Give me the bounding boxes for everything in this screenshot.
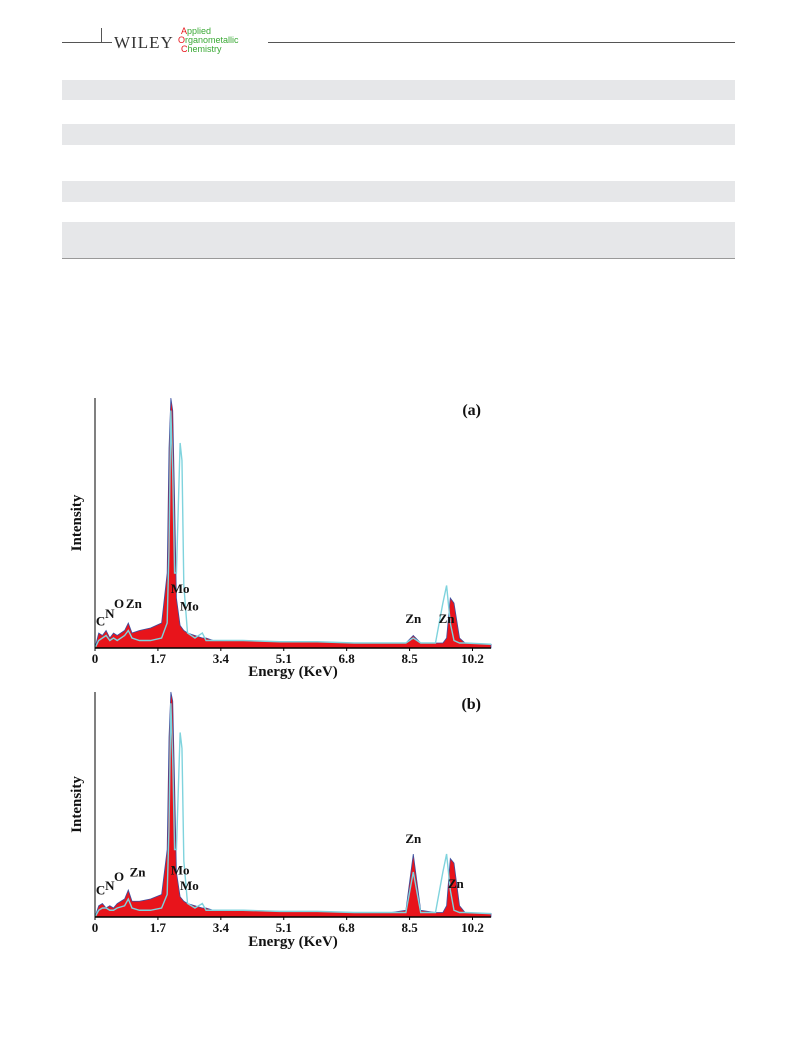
x-tick-label: 0	[92, 920, 99, 935]
peak-label: Mo	[180, 878, 199, 893]
x-tick-label: 10.2	[461, 920, 484, 935]
x-tick-label: 8.5	[401, 651, 418, 666]
x-tick-label: 1.7	[150, 651, 167, 666]
journal-name: Applied Organometallic Chemistry	[178, 26, 239, 54]
peak-label: Zn	[405, 831, 422, 846]
table-row	[62, 181, 735, 202]
x-tick-label: 5.1	[276, 651, 292, 666]
chart-title: (b)	[461, 696, 481, 713]
y-axis-label: Intensity	[69, 494, 85, 551]
table-rule	[62, 258, 735, 259]
peak-label: C	[96, 883, 105, 898]
peak-label: N	[105, 606, 115, 621]
x-tick-label: 6.8	[339, 651, 356, 666]
journal-word: Applied	[181, 26, 212, 36]
x-tick-label: 6.8	[339, 920, 356, 935]
x-tick-label: 3.4	[213, 920, 230, 935]
peak-label: Zn	[130, 865, 147, 880]
peak-label: O	[114, 869, 124, 884]
journal-word: Organometallic	[178, 35, 239, 45]
table-row	[62, 222, 735, 258]
publisher-logo: WILEY	[114, 33, 174, 52]
peak-label: Zn	[405, 611, 422, 626]
spectrum-line	[94, 410, 492, 649]
x-tick-label: 8.5	[401, 920, 418, 935]
x-tick-label: 3.4	[213, 651, 230, 666]
x-axis-label: Energy (KeV)	[248, 664, 338, 680]
chart-title: (a)	[462, 402, 481, 419]
peak-label: O	[114, 596, 124, 611]
header-rule	[62, 42, 112, 43]
chart: 0 1.7 3.4 5.1 6.8 8.5 10.2 Energy (KeV) Intensit…	[69, 691, 492, 950]
x-axis-label: Energy (KeV)	[248, 934, 338, 950]
peak-label: Zn	[448, 876, 465, 891]
peak-label: Zn	[439, 611, 456, 626]
y-axis-label: Intensity	[69, 776, 85, 833]
x-tick-label: 0	[92, 651, 99, 666]
header-rule	[268, 42, 735, 43]
table-row	[62, 80, 735, 100]
peak-label: Mo	[180, 599, 199, 614]
peak-label: C	[96, 614, 105, 629]
peak-label: Mo	[171, 862, 190, 877]
table-row	[62, 124, 735, 145]
x-tick-label: 1.7	[150, 920, 167, 935]
journal-word: Chemistry	[181, 44, 222, 54]
peak-label: Zn	[126, 596, 143, 611]
x-tick-label: 10.2	[461, 651, 484, 666]
peak-label: N	[105, 878, 115, 893]
spectrum-area	[94, 691, 492, 918]
spectrum-area	[94, 397, 492, 649]
header-tick	[101, 28, 102, 42]
peak-label: Mo	[171, 581, 190, 596]
spectrum-line	[94, 703, 492, 918]
chart: 0 1.7 3.4 5.1 6.8 8.5 10.2 Energy (KeV) Intensit…	[69, 397, 492, 680]
x-tick-label: 5.1	[276, 920, 292, 935]
